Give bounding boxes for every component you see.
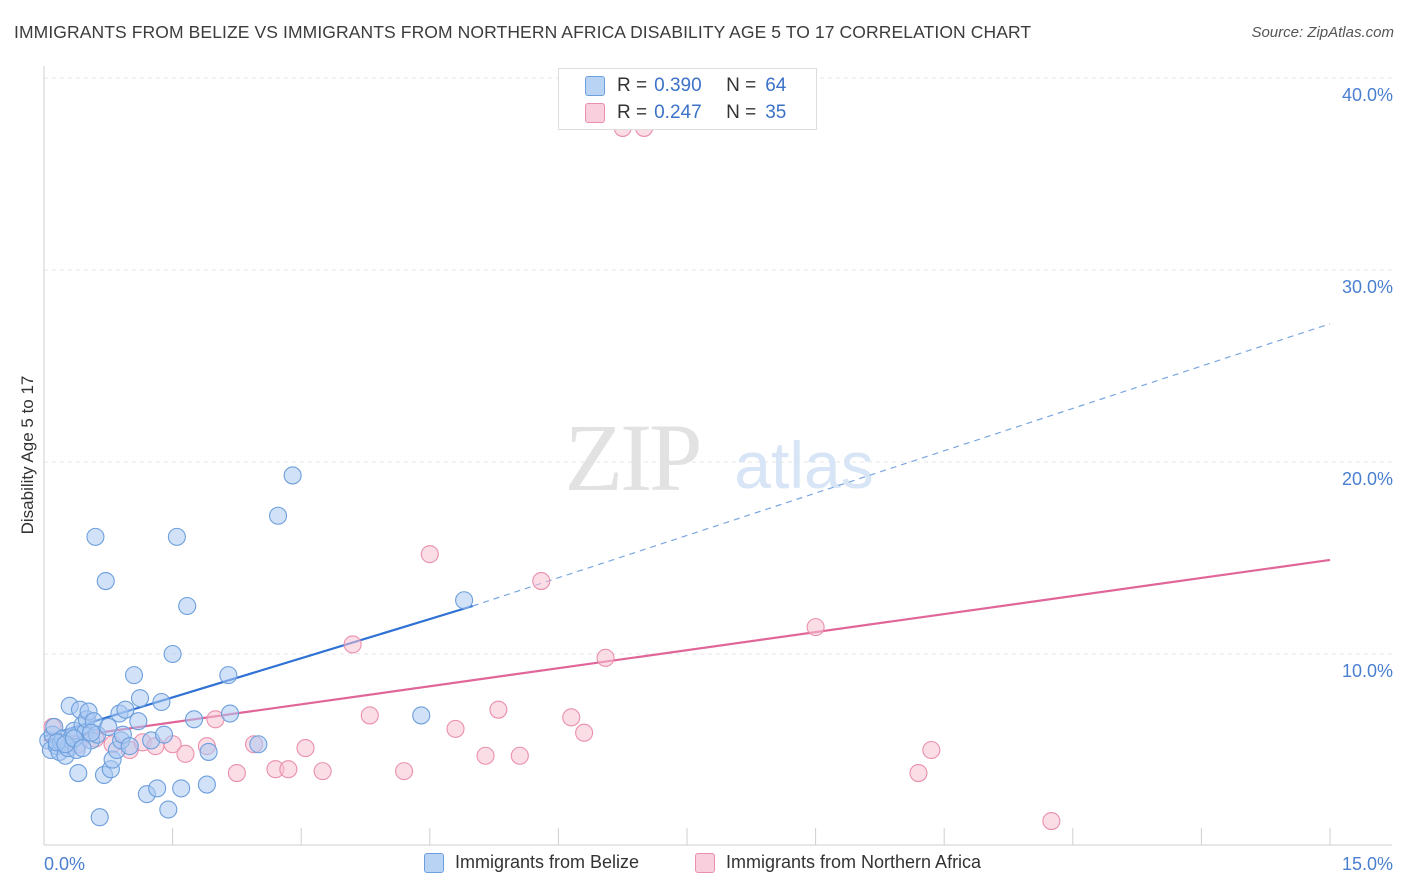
point-northern-africa bbox=[806, 618, 825, 637]
axes bbox=[43, 66, 1392, 846]
point-belize bbox=[219, 666, 238, 685]
point-belize bbox=[82, 723, 101, 742]
r-value-belize: 0.390 bbox=[654, 75, 702, 96]
point-belize bbox=[99, 717, 118, 737]
trend-line-northern-africa bbox=[43, 558, 1331, 742]
point-belize bbox=[159, 800, 178, 819]
point-belize bbox=[220, 704, 240, 723]
point-northern-africa bbox=[296, 739, 315, 758]
x-tick-label: 15.0% bbox=[1342, 854, 1393, 874]
point-belize bbox=[90, 808, 109, 827]
r-value-northern-africa: 0.247 bbox=[654, 102, 702, 123]
r-label: R = bbox=[617, 75, 648, 96]
point-northern-africa bbox=[596, 648, 615, 667]
point-northern-africa bbox=[575, 723, 594, 742]
point-northern-africa bbox=[313, 762, 332, 781]
legend-label-belize: Immigrants from Belize bbox=[455, 852, 640, 872]
trend-line-belize-extrapolated bbox=[472, 323, 1331, 607]
legend-label-northern-africa: Immigrants from Northern Africa bbox=[726, 852, 982, 872]
x-tick-label: 0.0% bbox=[44, 854, 85, 874]
point-northern-africa bbox=[343, 635, 362, 654]
point-belize bbox=[124, 666, 144, 685]
point-northern-africa bbox=[227, 763, 246, 783]
y-tick-label: 30.0% bbox=[1342, 277, 1393, 297]
r-label: R = bbox=[617, 102, 648, 123]
n-value-northern-africa: 35 bbox=[765, 102, 787, 123]
point-belize bbox=[249, 735, 268, 754]
tick-labels: 10.0% 20.0% 30.0% 40.0% 0.0% 15.0% bbox=[44, 85, 1393, 874]
point-northern-africa bbox=[1042, 811, 1061, 831]
legend-item-northern-africa: Immigrants from Northern Africa bbox=[695, 852, 981, 873]
point-belize bbox=[116, 700, 135, 719]
legend-swatch-northern-africa bbox=[585, 103, 605, 123]
y-tick-label: 40.0% bbox=[1342, 85, 1393, 105]
watermark-zip: ZIP bbox=[565, 404, 700, 511]
point-northern-africa bbox=[395, 762, 414, 781]
point-belize bbox=[455, 591, 474, 610]
point-belize bbox=[148, 779, 167, 798]
stats-legend: R = 0.390 N = 64 R = 0.247 N = 35 bbox=[558, 68, 817, 130]
stats-row-belize: R = 0.390 N = 64 bbox=[585, 75, 786, 97]
point-northern-africa bbox=[279, 760, 298, 779]
point-belize bbox=[163, 644, 182, 664]
point-northern-africa bbox=[420, 545, 439, 564]
n-label: N = bbox=[726, 102, 757, 123]
y-tick-label: 10.0% bbox=[1342, 661, 1393, 681]
y-tick-label: 20.0% bbox=[1342, 469, 1393, 489]
watermark: ZIP atlas bbox=[565, 404, 874, 511]
point-belize bbox=[197, 775, 216, 794]
point-northern-africa bbox=[476, 746, 495, 765]
legend-item-belize: Immigrants from Belize bbox=[424, 852, 639, 873]
point-belize bbox=[154, 725, 174, 744]
point-northern-africa bbox=[489, 700, 508, 719]
point-belize bbox=[73, 739, 92, 758]
source-label: Source: ZipAtlas.com bbox=[1251, 24, 1394, 41]
point-belize bbox=[269, 506, 288, 525]
point-belize bbox=[129, 712, 148, 731]
point-belize bbox=[178, 596, 197, 616]
point-belize bbox=[167, 527, 186, 546]
chart-title: IMMIGRANTS FROM BELIZE VS IMMIGRANTS FRO… bbox=[14, 22, 1032, 42]
point-belize bbox=[184, 710, 204, 729]
point-belize bbox=[130, 689, 150, 708]
legend-swatch-belize bbox=[424, 852, 444, 873]
point-belize bbox=[412, 706, 431, 725]
gridlines bbox=[44, 77, 1392, 655]
point-northern-africa bbox=[446, 719, 465, 738]
point-belize bbox=[120, 737, 139, 756]
point-belize bbox=[96, 571, 115, 591]
n-value-belize: 64 bbox=[765, 75, 787, 96]
legend-swatch-belize bbox=[585, 76, 605, 96]
point-belize bbox=[86, 527, 105, 546]
data-points bbox=[39, 118, 1061, 831]
series-legend: Immigrants from Belize Immigrants from N… bbox=[0, 850, 1406, 880]
point-northern-africa bbox=[532, 571, 551, 591]
point-northern-africa bbox=[922, 740, 941, 760]
point-belize bbox=[172, 779, 191, 798]
point-northern-africa bbox=[562, 708, 581, 727]
point-belize bbox=[199, 742, 218, 761]
stats-row-northern-africa: R = 0.247 N = 35 bbox=[585, 102, 786, 124]
point-northern-africa bbox=[510, 746, 529, 765]
trend-line-belize bbox=[43, 604, 473, 738]
point-belize bbox=[69, 763, 88, 783]
watermark-atlas: atlas bbox=[734, 428, 873, 502]
legend-swatch-northern-africa bbox=[695, 852, 715, 873]
point-northern-africa bbox=[360, 706, 379, 725]
n-label: N = bbox=[726, 75, 757, 96]
point-northern-africa bbox=[176, 744, 195, 763]
point-belize bbox=[283, 466, 302, 485]
point-belize bbox=[152, 692, 171, 712]
point-northern-africa bbox=[909, 763, 928, 783]
